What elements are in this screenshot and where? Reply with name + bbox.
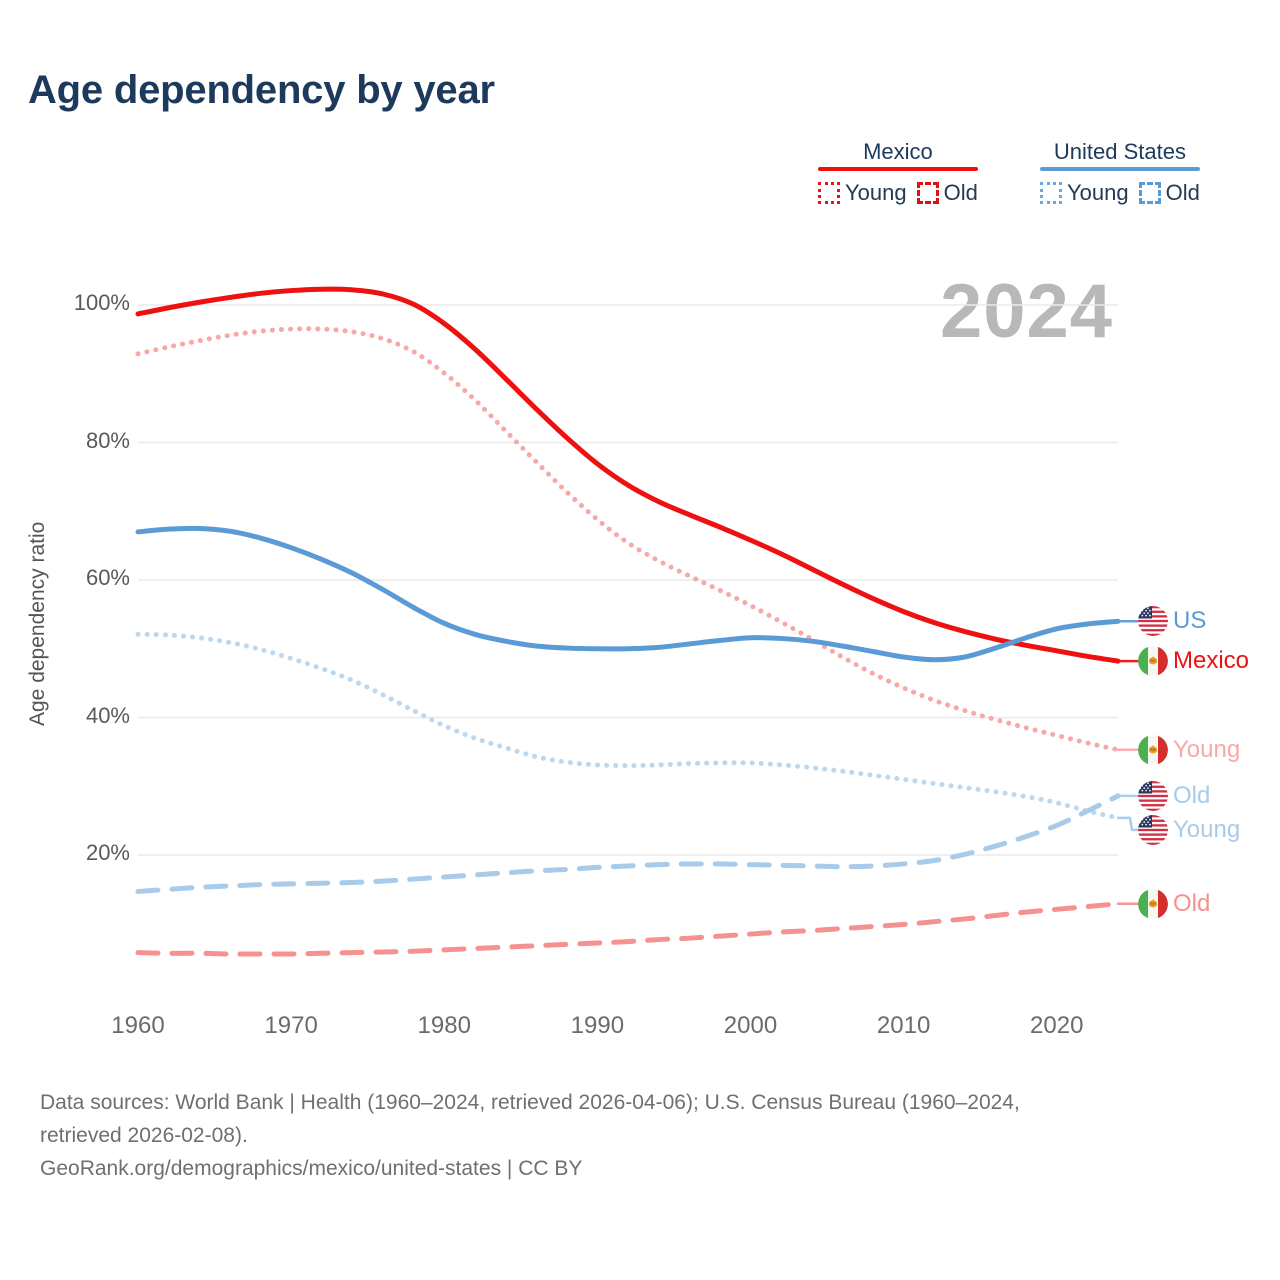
end-label[interactable]: Young (1138, 815, 1240, 845)
y-tick-label: 40% (85, 702, 130, 728)
legend-label-us-old: Old (1165, 180, 1200, 205)
x-tick-label: 1980 (417, 1012, 471, 1039)
footer-line-2: retrieved 2026-02-08). (40, 1124, 248, 1147)
end-label[interactable]: Old (1138, 889, 1210, 919)
legend-underline-united-states (1040, 167, 1200, 171)
end-label-text: Old (1173, 889, 1211, 917)
end-label[interactable]: Old (1138, 781, 1210, 811)
end-label-text: Old (1173, 781, 1211, 809)
end-label[interactable]: Mexico (1138, 646, 1249, 676)
legend-items-united-states: Young Old (1040, 180, 1200, 206)
legend-underline-mexico (818, 167, 978, 171)
series-line-mexico_old[interactable] (135, 901, 1121, 957)
series-line-mexico_total[interactable] (135, 286, 1121, 664)
y-axis-title: Age dependency ratio (26, 521, 49, 726)
page-title: Age dependency by year (28, 68, 495, 112)
legend-item-mexico-old[interactable]: Old (916, 180, 978, 206)
us-flag-icon (1138, 815, 1168, 845)
x-tick-label: 2020 (1030, 1012, 1084, 1039)
dashed-swatch-icon (1138, 182, 1161, 204)
x-tick-label: 1960 (111, 1012, 165, 1039)
legend-item-us-young[interactable]: Young (1040, 180, 1129, 206)
series-line-us_old[interactable] (135, 793, 1121, 894)
legend-label-us-young: Young (1067, 180, 1129, 205)
y-tick-label: 20% (85, 840, 130, 865)
end-label[interactable]: US (1138, 606, 1206, 636)
chart-legend: Mexico Young Old United States Young Old (800, 140, 1260, 222)
watermark-year: 2024 (940, 269, 1114, 354)
x-tick-label: 2000 (723, 1012, 778, 1039)
chart-gridlines (138, 304, 1118, 856)
y-axis-ticks: 20% 40% 60% 80% 100% (0, 0, 138, 1280)
dashed-swatch-icon (916, 182, 939, 204)
end-label-text: US (1173, 607, 1207, 635)
x-tick-label: 1970 (264, 1012, 318, 1039)
series-line-us_young[interactable] (135, 631, 1121, 821)
y-tick-label: 60% (85, 565, 130, 590)
mexico-flag-icon (1138, 889, 1168, 919)
legend-label-mexico-old: Old (943, 180, 978, 205)
end-label-text: Mexico (1173, 647, 1250, 675)
chart-series (135, 286, 1121, 957)
legend-group-united-states: United States Young Old (1040, 140, 1200, 206)
legend-items-mexico: Young Old (818, 180, 978, 206)
dotted-swatch-icon (818, 182, 840, 204)
x-tick-label: 2010 (876, 1012, 931, 1039)
footer-sources: Data sources: World Bank | Health (1960–… (40, 1086, 1250, 1185)
footer-line-3[interactable]: GeoRank.org/demographics/mexico/united-s… (40, 1157, 583, 1180)
end-label-text: Young (1173, 815, 1241, 843)
y-tick-label: 80% (85, 427, 130, 453)
legend-item-us-old[interactable]: Old (1138, 180, 1200, 206)
us-flag-icon (1138, 781, 1168, 811)
end-label[interactable]: Young (1138, 735, 1240, 765)
footer-line-1: Data sources: World Bank | Health (1960–… (40, 1091, 1020, 1114)
legend-group-mexico: Mexico Young Old (818, 140, 978, 206)
legend-label-mexico-young: Young (845, 180, 907, 205)
mexico-flag-icon (1138, 646, 1168, 676)
series-line-us_total[interactable] (135, 525, 1121, 663)
chart-end-connectors (1116, 620, 1140, 906)
x-axis-ticks: 1960 1970 1980 1990 2000 2010 2020 (0, 1012, 1280, 1052)
legend-country-mexico: Mexico (863, 139, 933, 164)
legend-item-mexico-young[interactable]: Young (818, 180, 907, 206)
end-label-connector (1116, 816, 1140, 832)
series-line-mexico_young[interactable] (135, 326, 1121, 753)
legend-country-united-states: United States (1053, 139, 1186, 164)
mexico-flag-icon (1138, 735, 1168, 765)
x-tick-label: 1990 (570, 1012, 625, 1039)
us-flag-icon (1138, 606, 1168, 636)
end-label-text: Young (1173, 735, 1241, 763)
y-tick-label: 100% (73, 290, 130, 315)
dotted-swatch-icon (1040, 182, 1062, 204)
